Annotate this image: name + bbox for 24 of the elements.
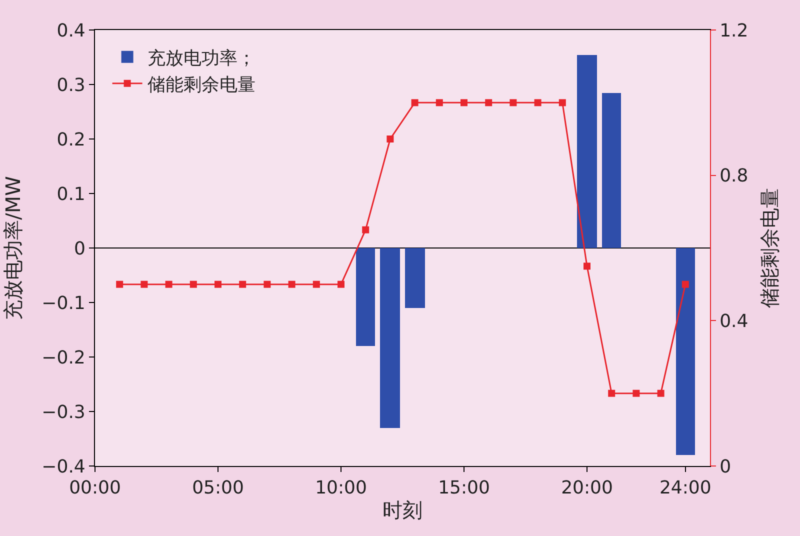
x-tick-label: 10:00 xyxy=(315,478,367,499)
y2-tick-label: 0 xyxy=(720,456,732,478)
x-tick-label: 15:00 xyxy=(438,478,490,499)
x-tick-label: 00:00 xyxy=(69,478,121,499)
y-tick-label: −0.3 xyxy=(42,402,86,423)
y-tick-label: −0.1 xyxy=(42,292,86,314)
y2-tick-label: 1.2 xyxy=(720,20,748,42)
x-tick-label: 24:00 xyxy=(659,478,712,499)
y-tick-label: 0.4 xyxy=(56,20,86,42)
y2-tick-label: 0.4 xyxy=(720,310,748,332)
x-axis-title: 时刻 xyxy=(382,498,422,522)
y-tick-label: 0.1 xyxy=(56,184,86,205)
legend-label: 充放电功率； xyxy=(147,48,256,69)
y-axis-title: 充放电功率/MW xyxy=(1,176,26,320)
y-tick-label: 0.2 xyxy=(56,129,86,150)
y-tick-label: 0 xyxy=(74,238,86,260)
y-tick-label: −0.2 xyxy=(42,347,86,368)
y-tick-label: 0.3 xyxy=(56,74,86,96)
y-tick-label: −0.4 xyxy=(42,456,86,478)
x-tick-label: 20:00 xyxy=(561,478,613,499)
legend-label: 储能剩余电量 xyxy=(147,74,256,96)
x-tick-label: 05:00 xyxy=(192,478,244,499)
y2-tick-label: 0.8 xyxy=(720,166,748,187)
y2-axis-title: 储能剩余电量 xyxy=(758,188,782,308)
